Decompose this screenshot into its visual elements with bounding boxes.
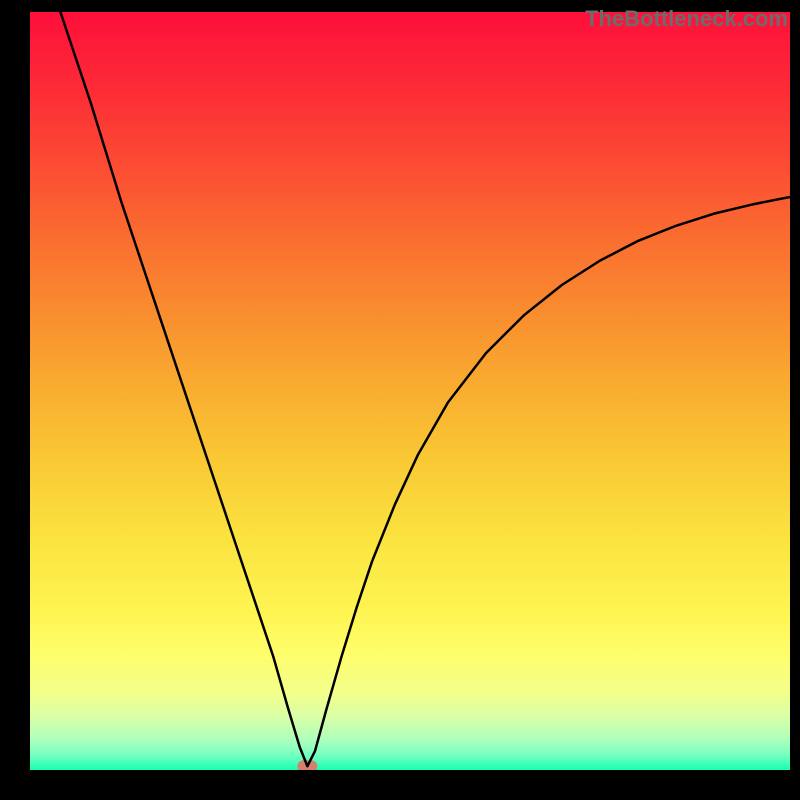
watermark-text: TheBottleneck.com <box>585 6 788 32</box>
chart-svg <box>30 12 790 770</box>
bottleneck-curve <box>60 12 790 766</box>
chart-container: TheBottleneck.com <box>0 0 800 800</box>
plot-area <box>30 12 790 770</box>
